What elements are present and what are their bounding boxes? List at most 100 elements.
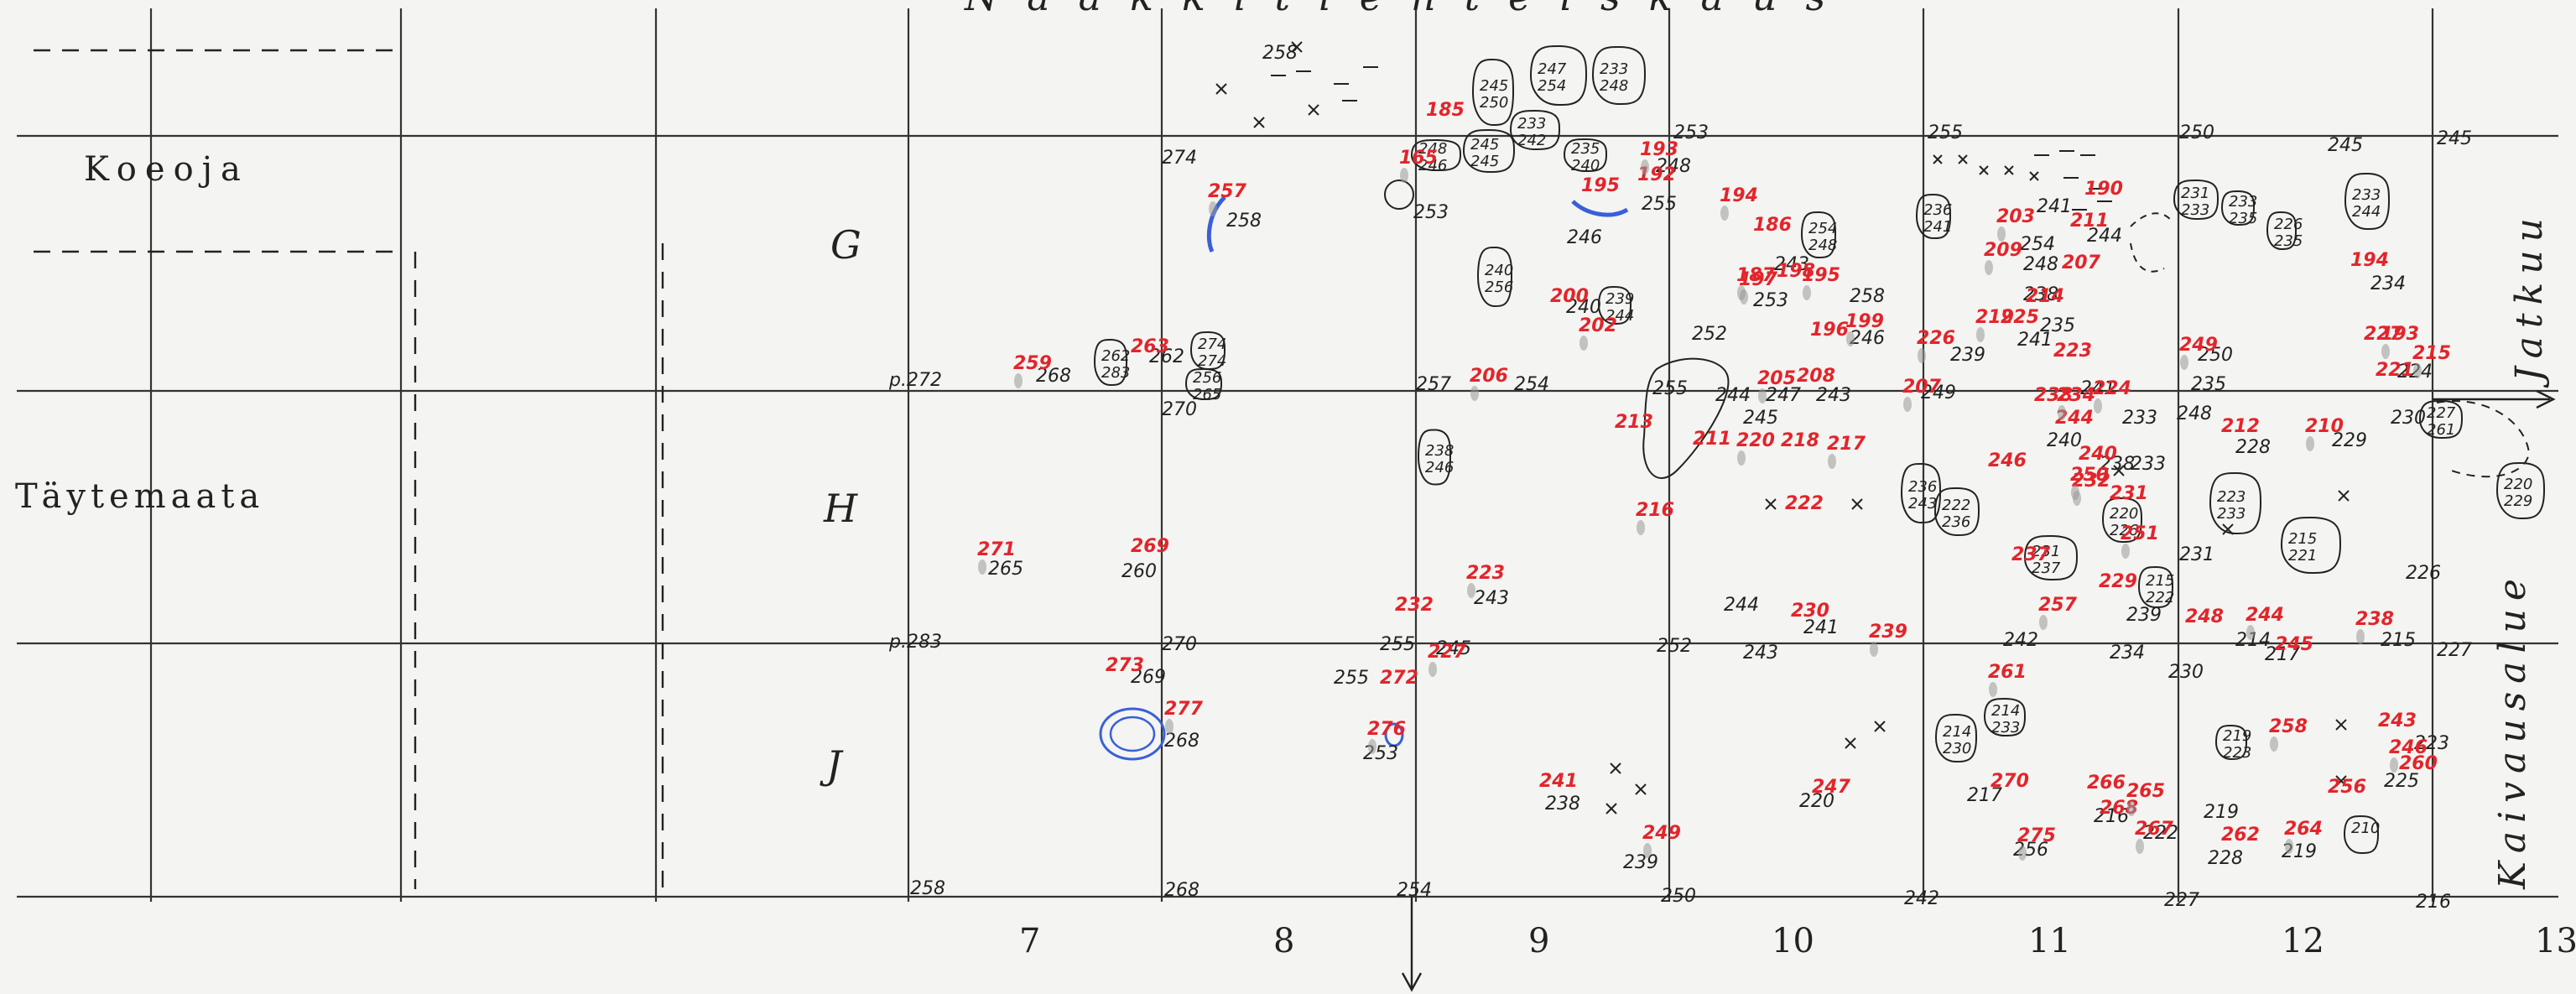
- elevation-label: 245: [1743, 408, 1778, 429]
- pencil-dot: [2018, 846, 2027, 861]
- elevation-label: 255: [1334, 668, 1369, 689]
- legend-taytemaata: Täytemaata: [15, 477, 264, 516]
- elevation-label: 234: [2110, 643, 2145, 664]
- elevation-label: 243: [1743, 643, 1778, 664]
- row-label-g: G: [830, 222, 861, 268]
- find-number-label: 249: [1642, 823, 1681, 844]
- elevation-label: 241: [2037, 196, 2072, 217]
- stone-level-top: 222: [1942, 497, 1970, 514]
- find-number-label: 215: [2412, 343, 2451, 364]
- find-number-label: 238: [2355, 609, 2394, 630]
- elevation-label: 235: [2191, 374, 2226, 395]
- elevation-label: 243: [1816, 385, 1851, 406]
- pencil-dot: [1470, 386, 1479, 401]
- grid-level-label: p.283: [888, 632, 942, 653]
- stone-level-bottom: 222: [2146, 589, 2174, 606]
- stone-level-top: 236: [1923, 201, 1952, 219]
- stone-level-bottom: 233: [1991, 719, 2020, 736]
- find-number-label: 231: [2110, 483, 2148, 504]
- find-number-label: 205: [1757, 368, 1796, 389]
- find-number-label: 237: [2011, 544, 2051, 565]
- find-number-label: 194: [1720, 185, 1758, 206]
- stone-level-bottom: 242: [1517, 132, 1546, 149]
- grid-level-label: 258: [1262, 43, 1298, 64]
- find-number-label: 232: [1395, 595, 1434, 616]
- find-number-label: 213: [1615, 412, 1653, 433]
- find-number-label: 245: [2275, 634, 2313, 655]
- pencil-dot: [1976, 327, 1985, 342]
- find-number-label: 244: [2246, 605, 2284, 626]
- pencil-dot: [2270, 736, 2278, 752]
- grid-level-label: 227: [2437, 640, 2472, 661]
- pencil-dot: [1918, 348, 1926, 363]
- grid-level-label: 227: [2164, 890, 2199, 911]
- find-number-label: 260: [2399, 753, 2438, 774]
- stone-level-top: 254: [1808, 220, 1837, 237]
- stone-level-top: 214: [1943, 723, 1971, 741]
- elevation-label: 234: [2370, 273, 2406, 294]
- find-number-label: 186: [1753, 215, 1792, 236]
- column-label-8: 8: [1273, 922, 1294, 960]
- elevation-label: 253: [1753, 290, 1788, 311]
- find-number-label: 258: [2269, 716, 2308, 737]
- find-number-label: 203: [1996, 206, 2035, 227]
- stone-level-top: 215: [2288, 530, 2317, 548]
- find-number-label: 270: [1991, 771, 2029, 792]
- grid-level-label: 230: [2168, 662, 2204, 683]
- column-label-13: 13: [2535, 922, 2576, 960]
- side-label-kaivausalue: Kaivausalue: [2491, 570, 2534, 890]
- elevation-label: 238: [1545, 794, 1580, 814]
- find-number-label: 225: [2001, 307, 2039, 328]
- find-number-label: 196: [1810, 320, 1849, 341]
- elevation-label: 246: [1567, 227, 1602, 248]
- stone-level-bottom: 261: [2427, 421, 2455, 439]
- pencil-dot: [1903, 397, 1912, 412]
- find-number-label: 227: [1428, 642, 1467, 663]
- pencil-dot: [1209, 201, 1217, 216]
- find-number-label: 266: [2087, 773, 2126, 794]
- find-number-label: 226: [1917, 328, 1955, 349]
- elevation-label: 228: [2235, 437, 2271, 458]
- stone-level-bottom: 230: [1943, 740, 1971, 757]
- grid-level-label: 254: [1397, 880, 1432, 901]
- find-number-label: 211: [1693, 429, 1731, 450]
- stone-level-top: 256: [1193, 369, 1221, 387]
- stone-level-top: 262: [1101, 347, 1130, 365]
- grid-level-label: 216: [2416, 892, 2451, 913]
- elevation-label: 243: [1474, 588, 1509, 609]
- elevation-label: 253: [1413, 202, 1449, 223]
- elevation-label: 233: [2122, 408, 2157, 429]
- find-number-label: 246: [1988, 450, 2027, 471]
- find-number-label: 276: [1367, 719, 1406, 740]
- stone-level-bottom: 229: [2504, 492, 2532, 510]
- pencil-dot: [1429, 662, 1437, 677]
- find-number-label: 193: [1640, 139, 1678, 160]
- column-label-10: 10: [1772, 922, 1814, 960]
- grid-level-label: 257: [1416, 374, 1451, 395]
- find-number-label: 262: [2221, 825, 2260, 846]
- pencil-dot: [1737, 450, 1746, 466]
- stone-level-bottom: 233: [2181, 201, 2209, 219]
- find-number-label: 224: [2093, 378, 2131, 399]
- pencil-dot: [2390, 757, 2398, 773]
- stone-outline: 214233: [1985, 699, 2025, 736]
- pencil-dot: [2381, 344, 2390, 359]
- stone-level-bottom: 254: [1538, 77, 1566, 95]
- pencil-dot: [2136, 839, 2144, 854]
- stone-level-bottom: 240: [1571, 157, 1600, 174]
- elevation-label: 240: [2047, 430, 2082, 451]
- stone-level-bottom: 221: [2288, 547, 2317, 565]
- pencil-dot: [1579, 336, 1588, 351]
- find-number-label: 239: [1869, 622, 1907, 643]
- grid-level-label: 250: [2179, 122, 2214, 143]
- stone-level-top: 245: [1470, 136, 1499, 154]
- stone-level-top: 231: [2181, 185, 2209, 202]
- grid-level-label: 255: [1928, 122, 1963, 143]
- find-number-label: 199: [1845, 311, 1884, 332]
- elevation-label: 239: [1950, 345, 1985, 366]
- find-number-label: 257: [2038, 595, 2078, 616]
- pencil-dot: [1803, 285, 1811, 300]
- find-number-label: 206: [1470, 366, 1508, 387]
- stone-level-bottom: 283: [1101, 364, 1130, 382]
- elevation-label: 265: [988, 559, 1023, 580]
